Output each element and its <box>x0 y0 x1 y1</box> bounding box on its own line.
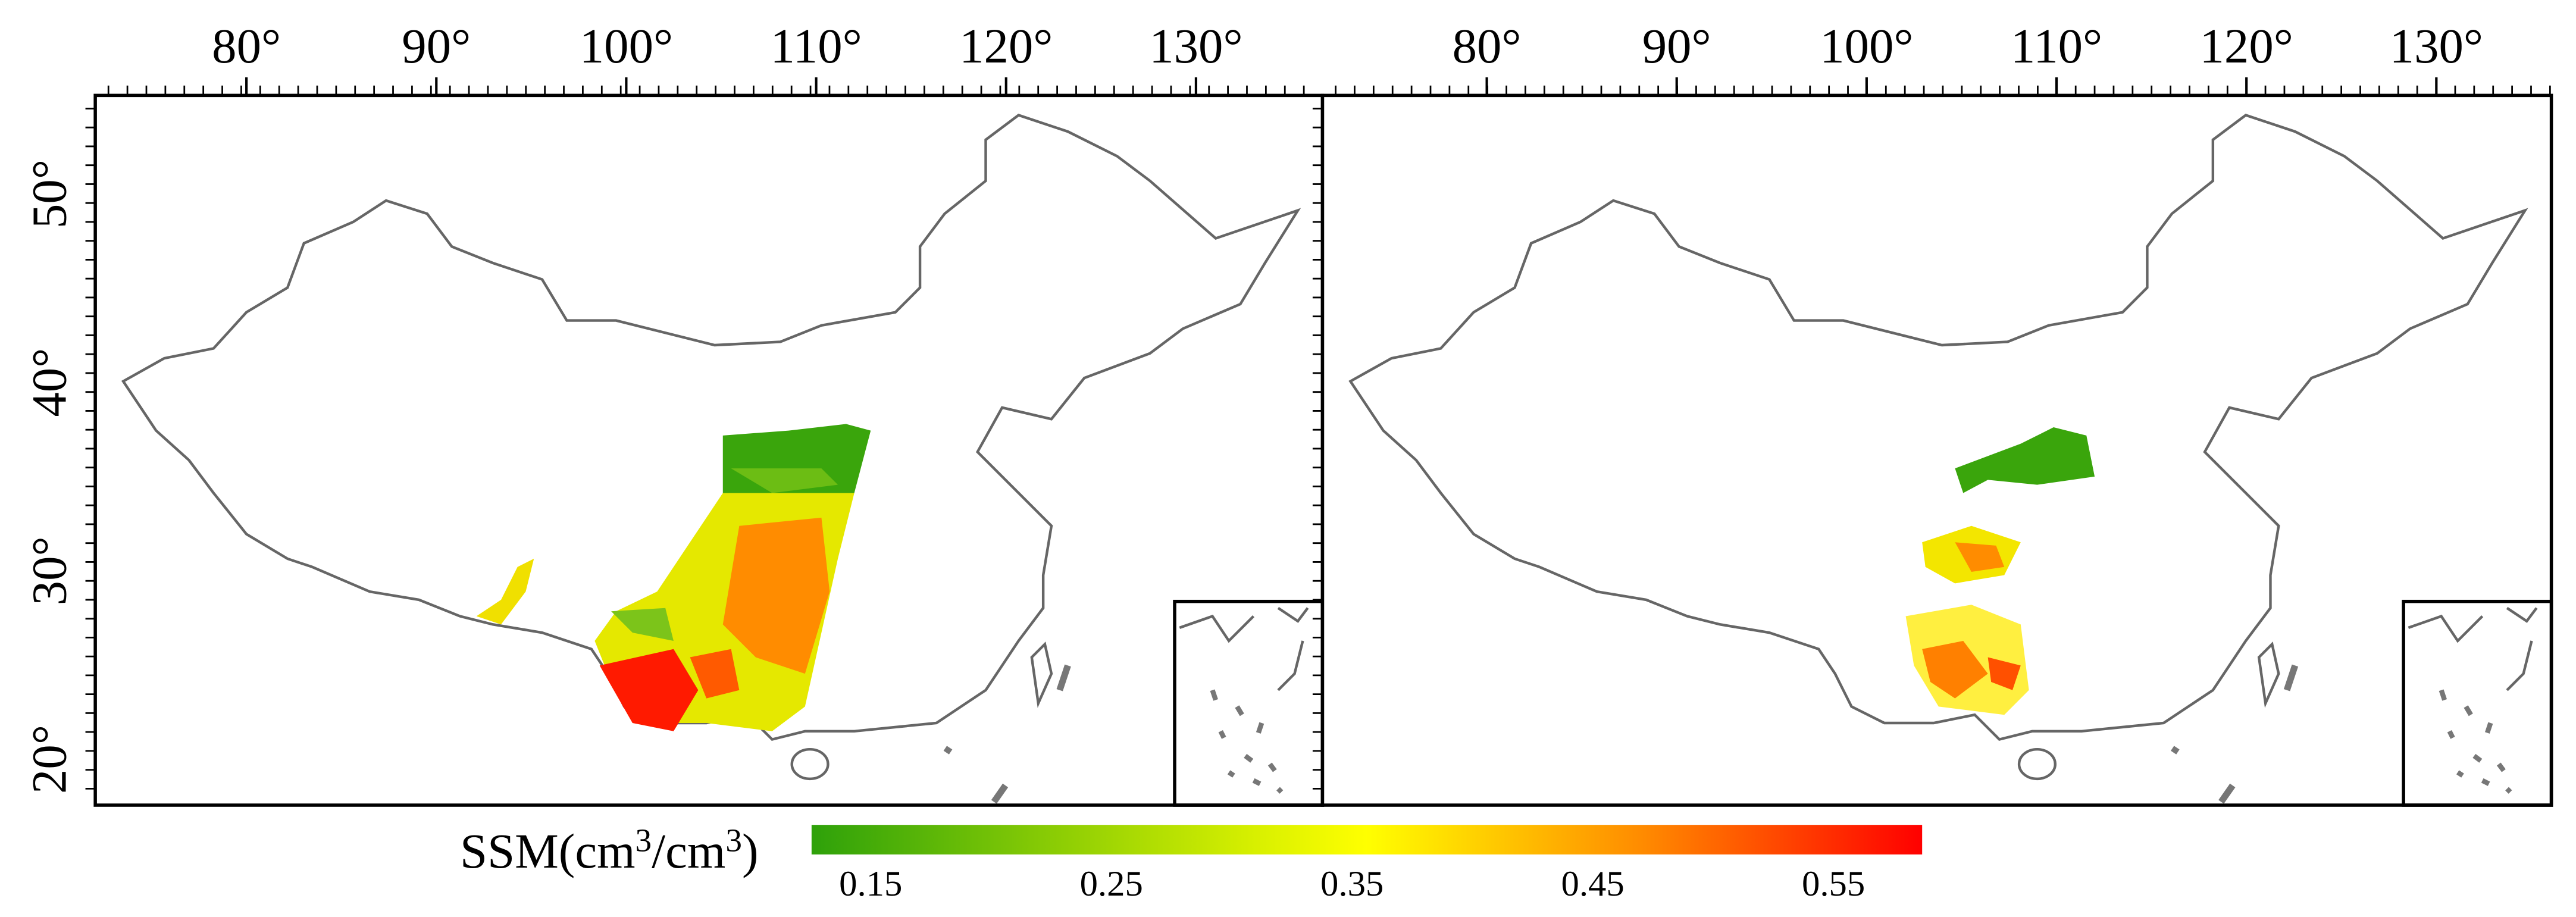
colorbar-tick: 0.15 <box>839 864 902 904</box>
colorbar-label: SSM(cm3/cm3) <box>460 822 758 878</box>
frame-right <box>1320 93 2553 807</box>
label-part: /cm <box>652 824 725 878</box>
lon-label: 130° <box>1149 18 1242 73</box>
lon-label: 80° <box>1453 18 1522 73</box>
colorbar-tick: 0.25 <box>1080 864 1143 904</box>
ssm-left <box>476 424 871 731</box>
lon-label: 90° <box>1642 18 1711 73</box>
lon-label: 120° <box>959 18 1053 73</box>
colorbar-tick: 0.35 <box>1320 864 1384 904</box>
colorbar <box>811 825 1923 855</box>
ssm-right <box>1905 427 2095 715</box>
colorbar-tick: 0.45 <box>1561 864 1625 904</box>
lon-label: 130° <box>2390 18 2483 73</box>
lon-label: 90° <box>402 18 471 73</box>
lat-label: 50° <box>21 159 76 229</box>
lon-label: 100° <box>580 18 673 73</box>
lon-label: 80° <box>212 18 281 73</box>
label-sup: 3 <box>725 822 742 858</box>
lon-label: 110° <box>770 18 862 73</box>
lat-label: 20° <box>21 725 76 794</box>
lat-label: 40° <box>21 348 76 417</box>
label-part: SSM(cm <box>460 824 635 878</box>
lon-label: 110° <box>2011 18 2102 73</box>
label-sup: 3 <box>636 822 652 858</box>
lat-label: 30° <box>21 536 76 605</box>
lon-label: 100° <box>1820 18 1913 73</box>
colorbar-tick: 0.55 <box>1802 864 1865 904</box>
lon-label: 120° <box>2200 18 2293 73</box>
label-part: ) <box>742 824 759 878</box>
